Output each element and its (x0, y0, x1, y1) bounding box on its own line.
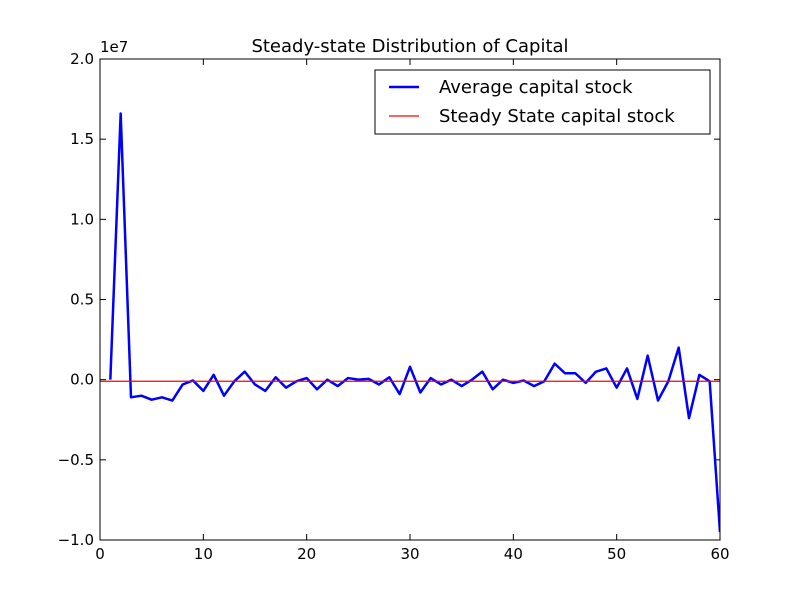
legend-label: Average capital stock (439, 77, 633, 98)
legend-label: Steady State capital stock (439, 106, 675, 127)
x-tick-label: 10 (194, 545, 213, 563)
y-tick-label: 0.0 (70, 371, 94, 389)
x-tick-label: 40 (504, 545, 523, 563)
x-tick-label: 30 (400, 545, 419, 563)
y-tick-label: −1.0 (58, 531, 94, 549)
y-tick-label: 1.0 (70, 210, 94, 228)
x-tick-label: 60 (710, 545, 729, 563)
series-line-average-capital (109, 112, 720, 533)
x-tick-label: 50 (607, 545, 626, 563)
axes-frame (99, 58, 721, 541)
y-tick-label: 0.5 (70, 291, 94, 309)
y-axis-offset-label: 1e7 (100, 38, 128, 56)
chart-title: Steady-state Distribution of Capital (251, 36, 568, 57)
plot-area: 0 10 20 30 40 50 60 −1.0 −0.5 0.0 0.5 1.0 1.5 2.0 (58, 50, 730, 563)
y-tick-label: −0.5 (58, 451, 94, 469)
legend: Average capital stock Steady State capita… (374, 69, 711, 135)
x-tick-label: 0 (95, 545, 105, 563)
legend-box (374, 69, 711, 135)
y-tick-label: 2.0 (70, 50, 94, 68)
x-tick-label: 20 (297, 545, 316, 563)
series-group (100, 112, 720, 533)
y-tick-label: 1.5 (70, 130, 94, 148)
